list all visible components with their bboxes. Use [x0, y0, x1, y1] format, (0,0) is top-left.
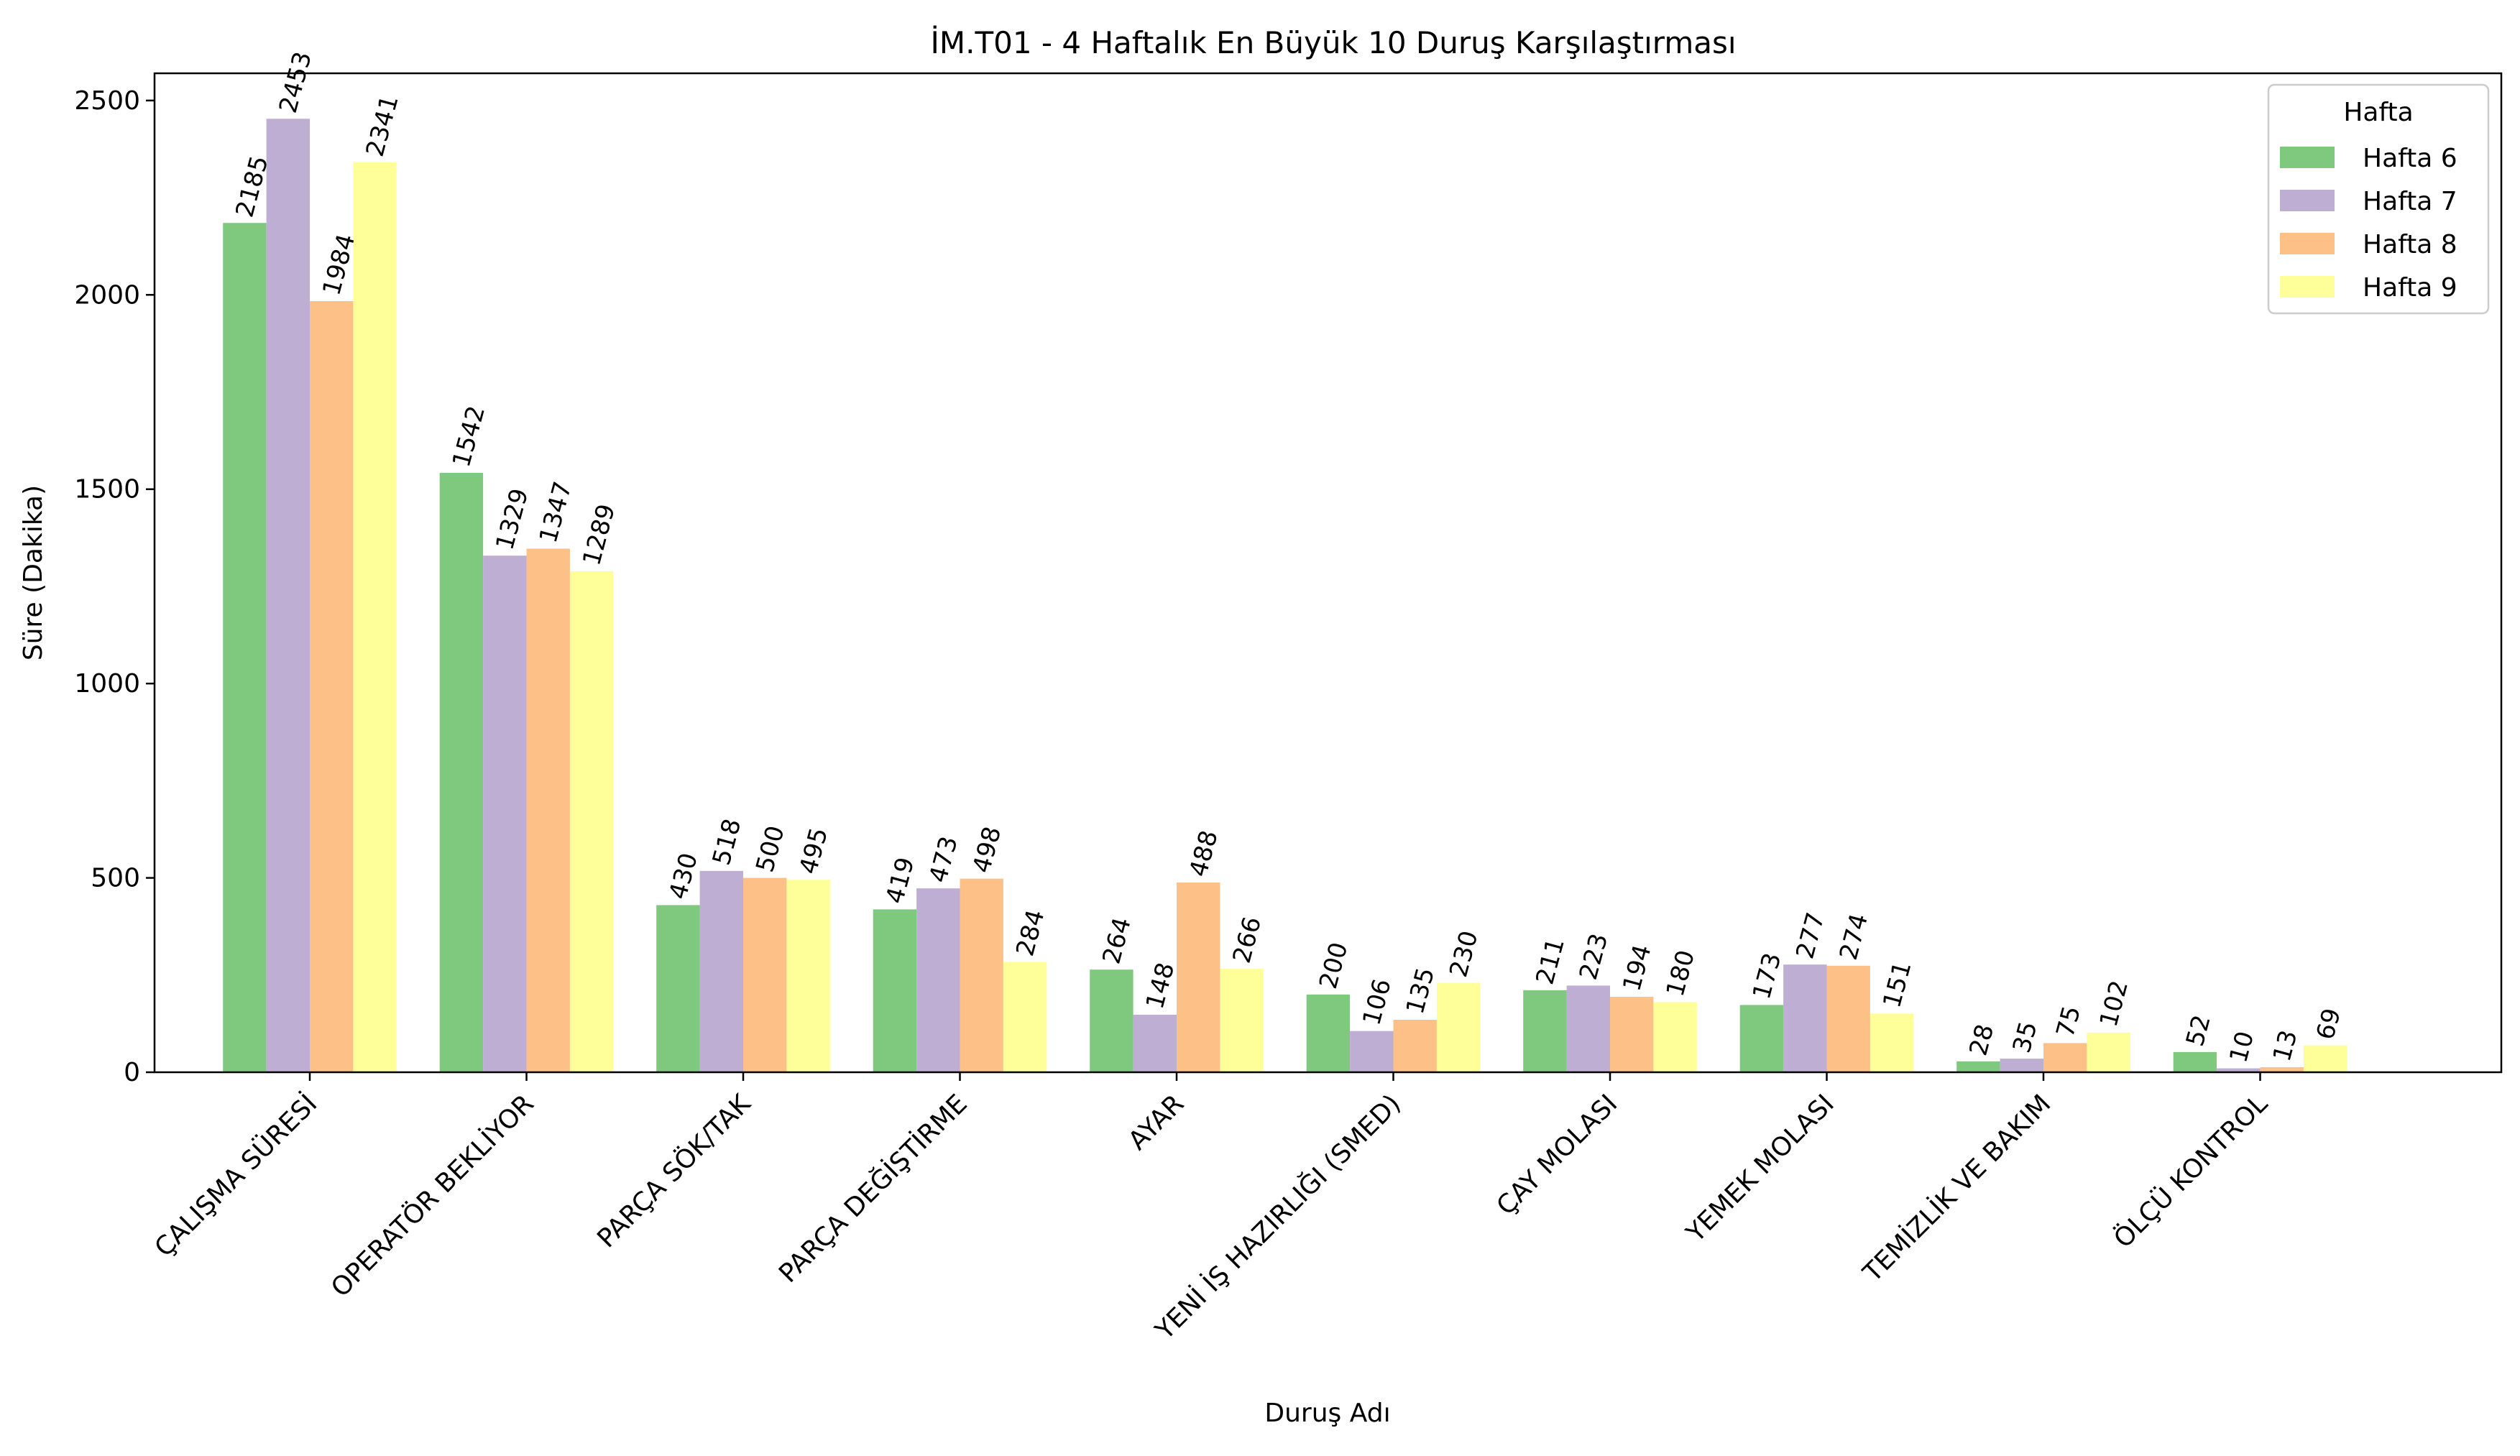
y-tick-label: 0 — [124, 1058, 140, 1087]
legend-swatch — [2280, 233, 2335, 254]
bars — [223, 119, 2347, 1072]
y-tick-label: 500 — [91, 864, 140, 893]
bar — [2260, 1066, 2304, 1072]
bar — [569, 571, 614, 1072]
legend-swatch — [2280, 147, 2335, 168]
bar — [1177, 883, 1220, 1072]
bar — [439, 473, 484, 1072]
chart-title: İM.T01 - 4 Haftalık En Büyük 10 Duruş Ka… — [930, 24, 1736, 60]
legend-box — [2267, 83, 2490, 315]
legend-label: Hafta 6 — [2363, 144, 2457, 173]
y-axis-label: Süre (Dakika) — [19, 485, 48, 660]
legend-label: Hafta 7 — [2363, 187, 2457, 216]
bar — [2043, 1043, 2087, 1072]
bar — [1350, 1031, 1394, 1072]
bar — [1566, 985, 1610, 1072]
y-tick-label: 2500 — [74, 86, 140, 116]
bar — [1133, 1014, 1177, 1072]
bar — [743, 877, 787, 1072]
legend: Hafta Hafta 6 Hafta 7 Hafta 8 Hafta 9 — [2267, 83, 2490, 315]
y-tick-label: 1500 — [74, 475, 140, 504]
bar — [526, 548, 570, 1072]
bar — [266, 119, 310, 1072]
bar — [916, 888, 960, 1072]
bar — [2173, 1051, 2217, 1072]
bar — [1436, 982, 1481, 1072]
legend-label: Hafta 8 — [2363, 230, 2457, 259]
plot-frame — [153, 72, 2503, 1074]
bar — [2000, 1059, 2043, 1072]
bar — [1826, 965, 1870, 1072]
bar — [2217, 1068, 2261, 1072]
legend-swatch — [2280, 190, 2335, 211]
bar — [1003, 962, 1047, 1072]
bar — [1393, 1019, 1437, 1072]
bar — [1783, 964, 1827, 1072]
bar — [1610, 997, 1654, 1072]
bar — [1870, 1013, 1914, 1072]
bar — [2087, 1032, 2130, 1072]
bar — [1306, 994, 1351, 1072]
bar — [1090, 969, 1133, 1072]
bar — [1956, 1061, 2000, 1072]
bar — [2303, 1045, 2347, 1072]
bar — [223, 223, 267, 1072]
y-tick-label: 2000 — [74, 280, 140, 310]
legend-title: Hafta — [2343, 98, 2413, 127]
bar — [1653, 1002, 1697, 1072]
legend-label: Hafta 9 — [2363, 273, 2457, 303]
bar — [1523, 990, 1567, 1072]
bar — [873, 909, 917, 1072]
bar — [353, 162, 397, 1072]
bar — [699, 870, 743, 1072]
bar — [1220, 969, 1264, 1072]
x-axis-label: Duruş Adı — [1264, 1399, 1390, 1428]
bar — [786, 880, 830, 1072]
bar — [310, 300, 354, 1072]
bar — [656, 905, 700, 1072]
y-tick-label: 1000 — [74, 669, 140, 699]
legend-swatch — [2280, 276, 2335, 298]
bar — [483, 556, 527, 1072]
bar — [960, 878, 1003, 1072]
bar — [1739, 1005, 1784, 1072]
